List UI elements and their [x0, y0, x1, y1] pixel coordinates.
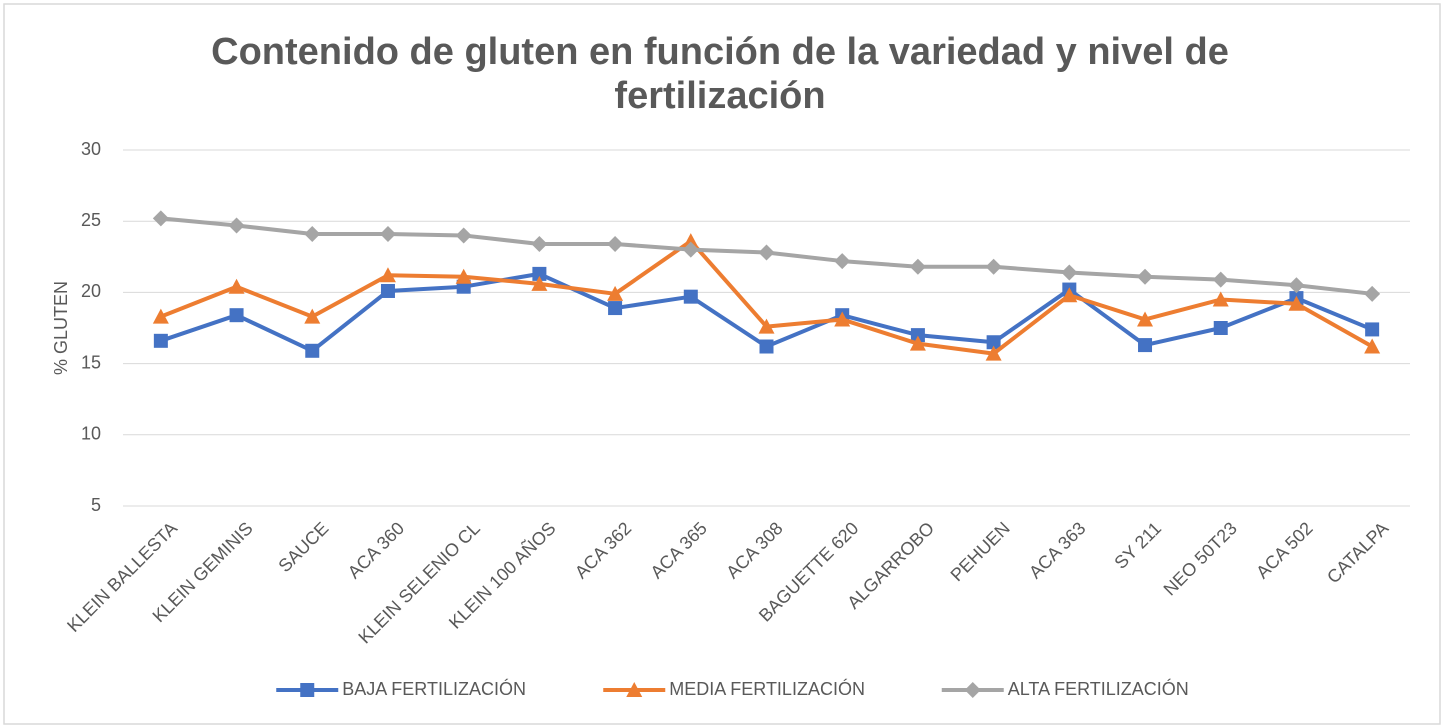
chart-title: Contenido de gluten en función de la var…: [211, 31, 1229, 117]
y-tick-label: 25: [81, 210, 101, 230]
y-tick-label: 5: [91, 495, 101, 515]
marker: [985, 258, 1002, 275]
x-tick-label: ACA 360: [344, 518, 408, 582]
x-tick-label: NEO 50T23: [1160, 518, 1241, 599]
legend-label: BAJA FERTILIZACIÓN: [342, 678, 526, 699]
marker: [379, 226, 396, 243]
marker: [532, 266, 547, 281]
marker: [985, 345, 1002, 361]
marker: [228, 278, 245, 294]
marker: [1137, 268, 1154, 285]
marker: [228, 217, 245, 234]
marker: [455, 268, 472, 284]
marker: [152, 308, 169, 324]
x-tick-label: ACA 365: [647, 518, 711, 582]
legend-marker: [626, 682, 643, 697]
marker: [607, 235, 624, 252]
marker: [683, 289, 698, 304]
marker: [682, 233, 699, 249]
legend-marker: [300, 683, 315, 697]
marker: [153, 333, 168, 348]
y-tick-label: 10: [81, 424, 101, 444]
marker: [608, 301, 623, 316]
marker: [304, 308, 321, 324]
marker: [152, 210, 169, 227]
marker: [758, 244, 775, 261]
x-tick-label: ACA 363: [1025, 518, 1089, 582]
x-tick-label: CATALPA: [1323, 518, 1392, 587]
marker: [304, 226, 321, 243]
series-line: [160, 271, 1373, 353]
x-tick-label: ACA 502: [1252, 518, 1316, 582]
y-tick-label: 15: [81, 352, 101, 372]
marker: [1288, 277, 1305, 294]
y-tick-label: 20: [81, 281, 101, 301]
marker: [834, 253, 851, 270]
marker: [1364, 285, 1381, 302]
x-tick-label: ACA 308: [722, 518, 786, 582]
marker: [909, 258, 926, 275]
marker: [909, 335, 926, 351]
marker: [455, 227, 472, 244]
marker: [380, 283, 395, 298]
marker: [1061, 264, 1078, 281]
marker: [986, 335, 1001, 350]
marker: [758, 318, 775, 334]
marker: [834, 311, 851, 327]
y-axis-label: % GLUTEN: [51, 281, 71, 375]
legend-marker: [964, 682, 981, 698]
x-tick-label: SAUCE: [274, 518, 332, 576]
marker: [910, 328, 925, 343]
legend-label: MEDIA FERTILIZACIÓN: [669, 678, 865, 699]
marker: [682, 241, 699, 258]
x-tick-label: ACA 362: [571, 518, 635, 582]
legend-label: ALTA FERTILIZACIÓN: [1008, 678, 1189, 699]
x-tick-label: PEHUEN: [947, 518, 1014, 585]
marker: [379, 267, 396, 283]
marker: [1364, 338, 1381, 354]
marker: [607, 285, 624, 301]
marker: [1061, 287, 1078, 303]
chart-border: [3, 3, 1441, 725]
marker: [1212, 291, 1229, 307]
marker: [1365, 322, 1380, 337]
marker: [1213, 321, 1228, 335]
marker: [531, 235, 548, 252]
marker: [1212, 271, 1229, 288]
marker: [305, 343, 320, 358]
marker: [531, 275, 548, 291]
marker: [1288, 295, 1305, 311]
x-tick-label: SY 211: [1110, 518, 1165, 573]
marker: [759, 339, 774, 354]
y-tick-label: 30: [81, 139, 101, 159]
marker: [1137, 311, 1154, 327]
marker: [229, 308, 244, 323]
marker: [1138, 338, 1153, 353]
